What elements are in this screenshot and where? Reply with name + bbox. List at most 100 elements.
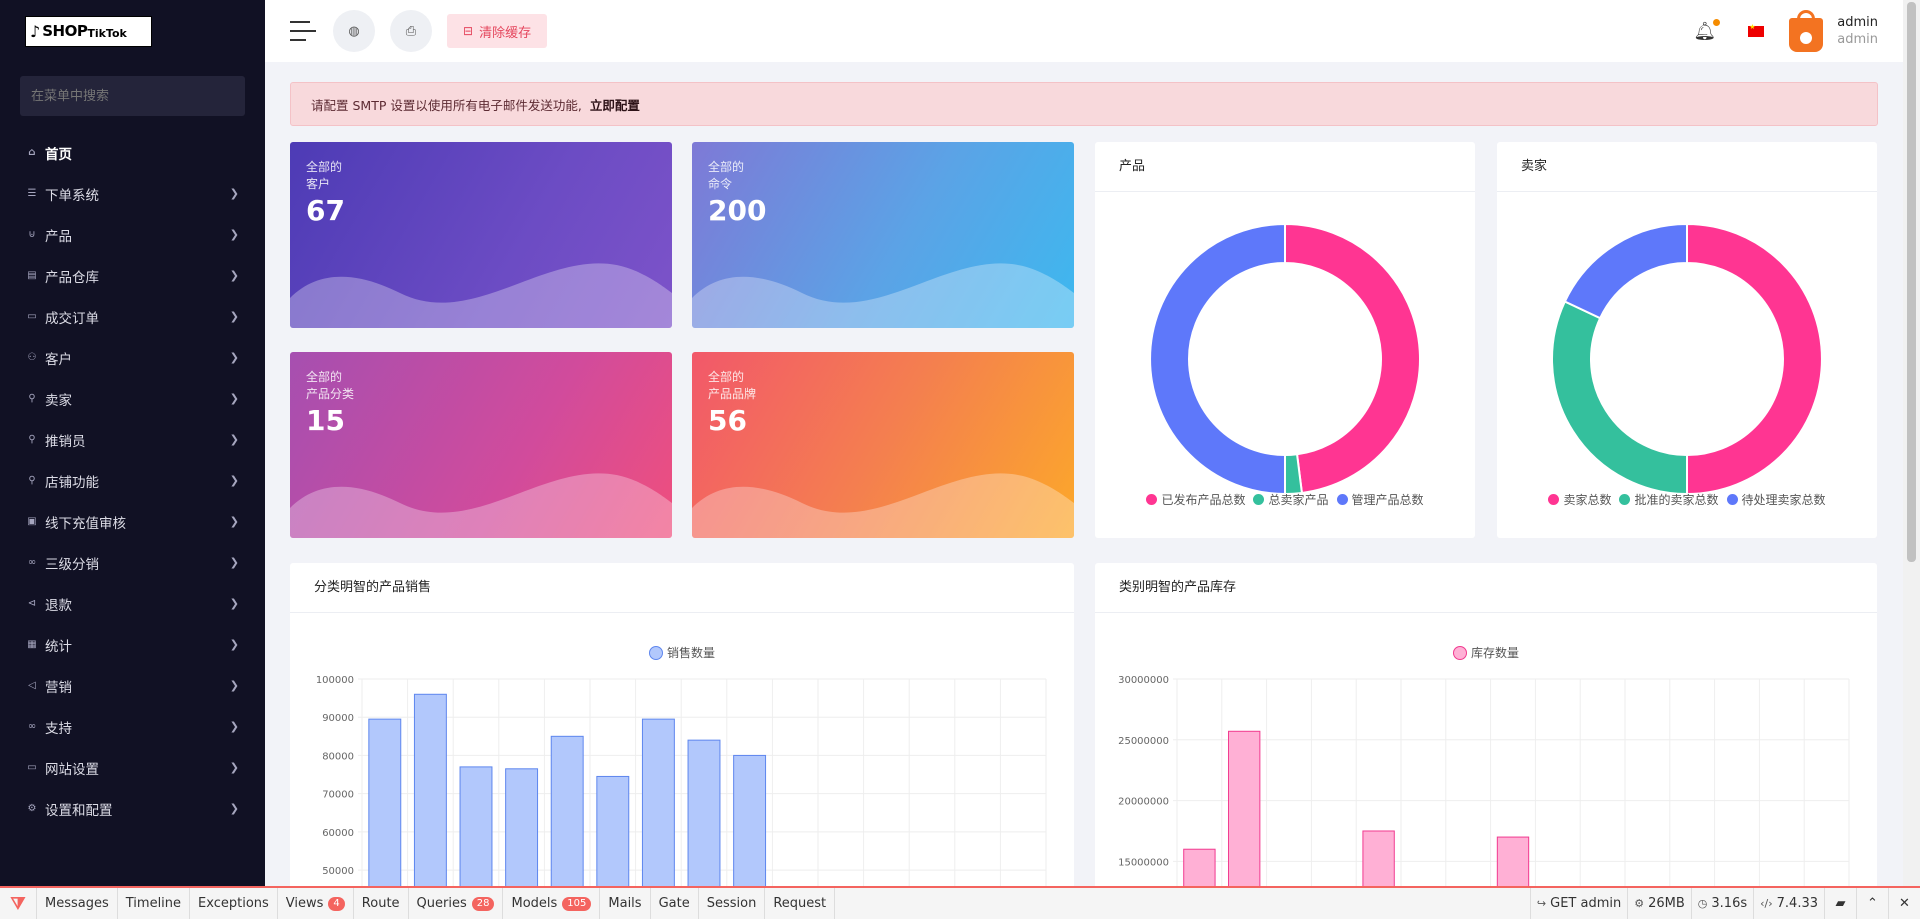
- sidebar-item[interactable]: ◁ 营销 ❯: [0, 665, 265, 706]
- bar[interactable]: [550, 735, 584, 893]
- sidebar-item[interactable]: ⚲ 店铺功能 ❯: [0, 460, 265, 501]
- sidebar-item-label: 成交订单: [45, 310, 99, 327]
- sidebar-item[interactable]: ⊍ 产品 ❯: [0, 214, 265, 255]
- sidebar-item[interactable]: ▭ 成交订单 ❯: [0, 296, 265, 337]
- sidebar-item[interactable]: ⌂ 首页: [0, 132, 265, 173]
- stock-panel: 类别明智的产品库存 库存数量 30000000 25000000 20000000 1…: [1095, 563, 1877, 893]
- debug-tab-label: Exceptions: [198, 896, 269, 911]
- bar[interactable]: [641, 718, 675, 893]
- bar[interactable]: [413, 693, 447, 893]
- sidebar-item[interactable]: ⚙ 设置和配置 ❯: [0, 788, 265, 829]
- store-icon: ⚲: [28, 475, 36, 486]
- chevron-right-icon: ❯: [229, 351, 239, 364]
- time-stat[interactable]: ◷ 3.16s: [1690, 888, 1753, 919]
- sidebar-item[interactable]: ▣ 线下充值审核 ❯: [0, 501, 265, 542]
- count-badge: 28: [471, 896, 495, 911]
- bar[interactable]: [687, 739, 721, 893]
- stock-bar-chart: 30000000 25000000 20000000 15000000: [1118, 675, 1850, 893]
- sidebar-item[interactable]: ∞ 三级分销 ❯: [0, 542, 265, 583]
- legend-item[interactable]: 总卖家产品: [1253, 491, 1329, 508]
- china-flag-icon[interactable]: [1748, 23, 1765, 37]
- sidebar-item[interactable]: ☰ 下单系统 ❯: [0, 173, 265, 214]
- request-stat[interactable]: ↪ GET admin: [1529, 888, 1627, 919]
- close-icon[interactable]: ✕: [1888, 888, 1920, 919]
- open-folder-icon[interactable]: ▰: [1824, 888, 1856, 919]
- clear-cache-button[interactable]: ⊟ 清除缓存: [447, 14, 548, 48]
- menu-toggle-icon[interactable]: [290, 21, 316, 41]
- chevron-right-icon: ❯: [229, 679, 239, 692]
- configure-now-link[interactable]: 立即配置: [589, 97, 640, 113]
- sidebar-item[interactable]: ▤ 产品仓库 ❯: [0, 255, 265, 296]
- bar[interactable]: [596, 775, 630, 893]
- menu-search-input[interactable]: [20, 76, 245, 116]
- bar[interactable]: [1228, 730, 1261, 893]
- print-button[interactable]: ⎙: [390, 10, 432, 52]
- sidebar-item[interactable]: ⊲ 退款 ❯: [0, 583, 265, 624]
- sidebar-item[interactable]: ∞ 支持 ❯: [0, 706, 265, 747]
- legend-item[interactable]: 已发布产品总数: [1146, 491, 1245, 508]
- bar[interactable]: [459, 766, 493, 893]
- debug-tab-label: Gate: [658, 896, 690, 911]
- sidebar-item-label: 网站设置: [45, 761, 99, 778]
- stat-card-brands: 全部的 产品品牌 56: [692, 352, 1074, 538]
- debug-tab-label: Route: [361, 896, 400, 911]
- user-info[interactable]: admin admin: [1837, 14, 1878, 48]
- clock-icon: ◷: [1697, 897, 1708, 910]
- debug-tab[interactable]: Gate: [651, 888, 699, 919]
- notification-bell-icon[interactable]: 🔔︎: [1693, 18, 1721, 42]
- sidebar-item[interactable]: ⚲ 卖家 ❯: [0, 378, 265, 419]
- debug-tab[interactable]: Queries 28: [409, 888, 504, 919]
- legend-item[interactable]: 批准的卖家总数: [1619, 491, 1719, 508]
- laravel-logo-icon[interactable]: ⧩: [10, 893, 26, 914]
- legend-label: 销售数量: [666, 646, 715, 660]
- logo[interactable]: ♪ SHOP TikTok: [25, 15, 152, 47]
- debug-tab[interactable]: Request: [765, 888, 836, 919]
- chevron-right-icon: ❯: [229, 310, 239, 323]
- globe-button[interactable]: ◍: [333, 10, 375, 52]
- sidebar-item[interactable]: ▦ 统计 ❯: [0, 624, 265, 665]
- debug-tab[interactable]: Models 105: [503, 888, 601, 919]
- donut-slice[interactable]: [1563, 222, 1688, 320]
- avatar[interactable]: [1789, 10, 1824, 52]
- bar[interactable]: [505, 768, 539, 893]
- y-tick-label: 80000: [322, 751, 354, 762]
- sidebar-item[interactable]: ⚲ 推销员 ❯: [0, 419, 265, 460]
- stat-label: 全部的 产品分类: [306, 370, 355, 401]
- donut-slice[interactable]: [1686, 222, 1823, 494]
- donut-slice[interactable]: [1551, 300, 1688, 494]
- chevron-up-icon[interactable]: ⌃: [1856, 888, 1888, 919]
- megaphone-icon: ◁: [28, 680, 36, 691]
- legend-item[interactable]: 卖家总数: [1548, 491, 1611, 508]
- debug-tab[interactable]: Exceptions: [190, 888, 278, 919]
- sidebar-item[interactable]: ▭ 网站设置 ❯: [0, 747, 265, 788]
- memory-stat[interactable]: ⚙ 26MB: [1627, 888, 1691, 919]
- clear-cache-label: 清除缓存: [479, 25, 532, 41]
- stat-label: 全部的 产品品牌: [708, 370, 757, 401]
- customers-icon: ⚇: [27, 352, 37, 363]
- debug-tab[interactable]: Route: [354, 888, 409, 919]
- php-version-stat[interactable]: ‹/› 7.4.33: [1753, 888, 1824, 919]
- count-badge: 105: [562, 896, 592, 911]
- donut-slice[interactable]: [1284, 222, 1421, 494]
- bar[interactable]: [368, 718, 402, 893]
- legend-item[interactable]: 待处理卖家总数: [1726, 491, 1826, 508]
- bar[interactable]: [1183, 848, 1216, 893]
- chevron-right-icon: ❯: [229, 515, 239, 528]
- sellers-donut-chart: [1551, 222, 1823, 494]
- legend-item[interactable]: 管理产品总数: [1336, 491, 1424, 508]
- sidebar-item-label: 客户: [45, 351, 72, 368]
- donut-slice[interactable]: [1149, 222, 1286, 494]
- bar[interactable]: [733, 754, 767, 893]
- bar[interactable]: [1362, 830, 1395, 893]
- debug-tab[interactable]: Timeline: [118, 888, 191, 919]
- debug-tab[interactable]: Session: [699, 888, 766, 919]
- bar[interactable]: [1496, 836, 1530, 893]
- debug-tab[interactable]: Views 4: [278, 888, 354, 919]
- debug-tab[interactable]: Mails: [600, 888, 651, 919]
- page-scrollbar[interactable]: [1903, 0, 1920, 886]
- debug-tab[interactable]: Messages: [36, 888, 118, 919]
- sidebar-item[interactable]: ⚇ 客户 ❯: [0, 337, 265, 378]
- sidebar-item-label: 营销: [45, 679, 72, 696]
- legend-label: 库存数量: [1470, 646, 1519, 660]
- link-icon: ∞: [27, 557, 37, 568]
